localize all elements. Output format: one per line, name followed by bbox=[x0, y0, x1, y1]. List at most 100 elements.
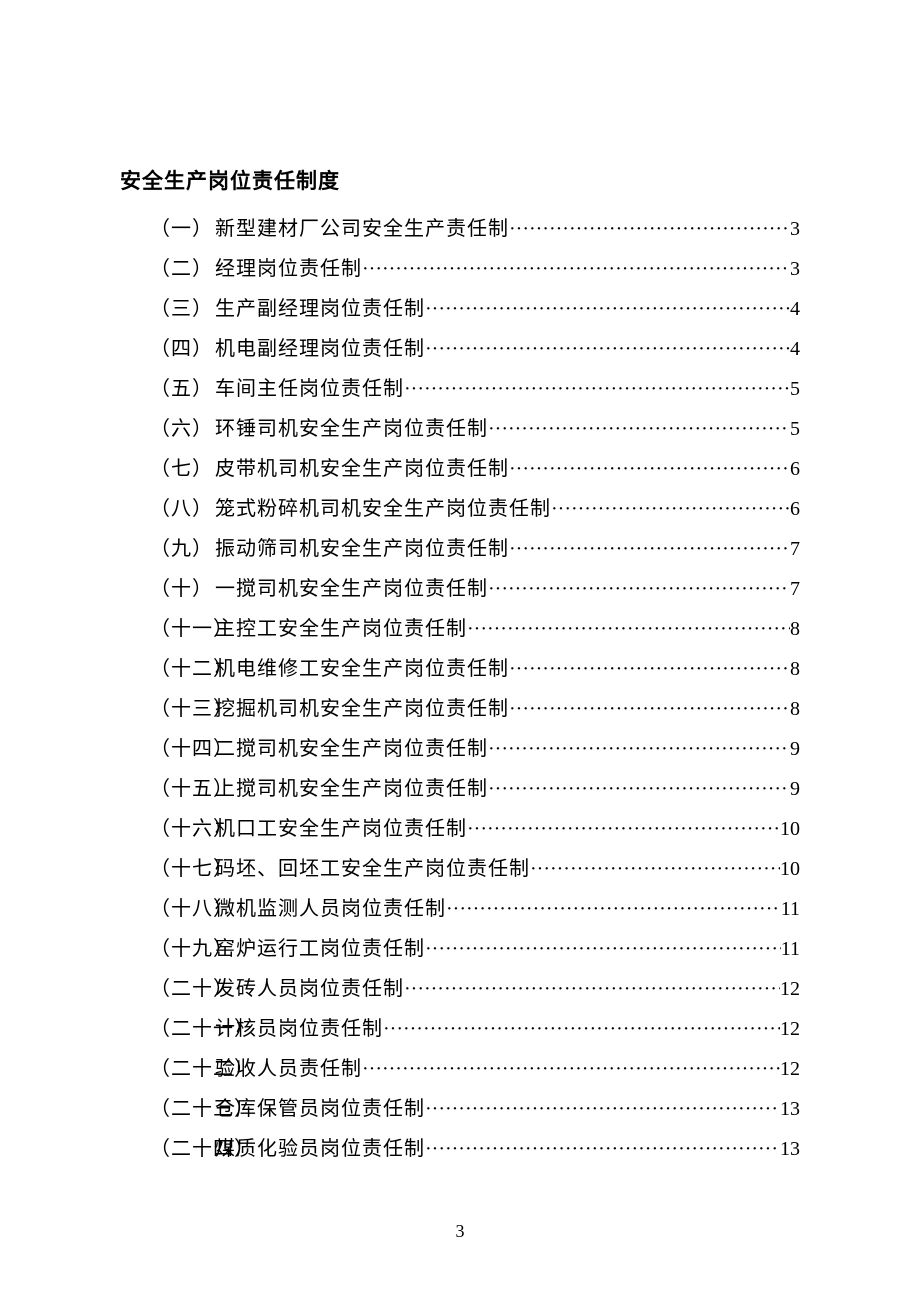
toc-item-label: 挖掘机司机安全生产岗位责任制 bbox=[215, 689, 509, 729]
toc-leader-dots bbox=[551, 489, 790, 529]
toc-leader-dots bbox=[509, 649, 790, 689]
toc-leader-dots bbox=[467, 609, 790, 649]
toc-item-label: 新型建材厂公司安全生产责任制 bbox=[215, 209, 509, 249]
toc-leader-dots bbox=[362, 249, 790, 289]
toc-item: （十一）主控工安全生产岗位责任制 8 bbox=[120, 609, 800, 649]
toc-item-page: 4 bbox=[790, 289, 800, 329]
toc-item-label: 一搅司机安全生产岗位责任制 bbox=[215, 569, 488, 609]
toc-item: （一）新型建材厂公司安全生产责任制 3 bbox=[120, 209, 800, 249]
toc-item-number: （二） bbox=[120, 249, 215, 289]
toc-item: （二十一）计核员岗位责任制12 bbox=[120, 1009, 800, 1049]
toc-leader-dots bbox=[509, 689, 790, 729]
toc-item-label: 窑炉运行工岗位责任制 bbox=[215, 929, 425, 969]
toc-item-number: （七） bbox=[120, 449, 215, 489]
toc-item-number: （八） bbox=[120, 489, 215, 529]
toc-item-page: 9 bbox=[790, 729, 800, 769]
toc-item: （五）车间主任岗位责任制5 bbox=[120, 369, 800, 409]
toc-item-label: 码坯、回坯工安全生产岗位责任制 bbox=[215, 849, 530, 889]
toc-item: （十六）机口工安全生产岗位责任制10 bbox=[120, 809, 800, 849]
toc-item-page: 8 bbox=[790, 689, 800, 729]
toc-item-number: （一） bbox=[120, 209, 215, 249]
toc-item-label: 仓库保管员岗位责任制 bbox=[215, 1089, 425, 1129]
toc-item: （十二）机电维修工安全生产岗位责任制8 bbox=[120, 649, 800, 689]
toc-item-page: 10 bbox=[780, 809, 800, 849]
toc-item: （六）环锤司机安全生产岗位责任制 5 bbox=[120, 409, 800, 449]
toc-item-label: 皮带机司机安全生产岗位责任制 bbox=[215, 449, 509, 489]
toc-item-number: （二十） bbox=[120, 969, 215, 1009]
toc-leader-dots bbox=[404, 969, 780, 1009]
toc-item: （九）振动筛司机安全生产岗位责任制7 bbox=[120, 529, 800, 569]
toc-item-page: 7 bbox=[790, 569, 800, 609]
toc-item-label: 发砖人员岗位责任制 bbox=[215, 969, 404, 1009]
toc-item-page: 3 bbox=[790, 249, 800, 289]
toc-leader-dots bbox=[362, 1049, 780, 1089]
toc-item-number: （十） bbox=[120, 569, 215, 609]
toc-leader-dots bbox=[509, 449, 790, 489]
toc-item: （十八）微机监测人员岗位责任制 11 bbox=[120, 889, 800, 929]
toc-item: （四）机电副经理岗位责任制 4 bbox=[120, 329, 800, 369]
toc-leader-dots bbox=[509, 529, 790, 569]
toc-item-page: 6 bbox=[790, 489, 800, 529]
toc-leader-dots bbox=[488, 769, 790, 809]
table-of-contents: （一）新型建材厂公司安全生产责任制3（二）经理岗位责任制3（三）生产副经理岗位责… bbox=[120, 209, 800, 1169]
toc-leader-dots bbox=[404, 369, 790, 409]
toc-item-label: 机电维修工安全生产岗位责任制 bbox=[215, 649, 509, 689]
toc-item-number: （三） bbox=[120, 289, 215, 329]
toc-item-page: 5 bbox=[790, 409, 800, 449]
document-title: 安全生产岗位责任制度 bbox=[120, 165, 800, 195]
toc-item-page: 9 bbox=[790, 769, 800, 809]
toc-leader-dots bbox=[425, 289, 790, 329]
toc-item-label: 主控工安全生产岗位责任制 bbox=[215, 609, 467, 649]
toc-item-number: （二十一） bbox=[120, 1009, 215, 1049]
toc-item-number: （二十四） bbox=[120, 1129, 215, 1169]
toc-leader-dots bbox=[488, 569, 790, 609]
toc-item-number: （十七） bbox=[120, 849, 215, 889]
toc-item-number: （十三） bbox=[120, 689, 215, 729]
toc-item-number: （二十二） bbox=[120, 1049, 215, 1089]
toc-leader-dots bbox=[509, 209, 790, 249]
toc-item-number: （六） bbox=[120, 409, 215, 449]
toc-leader-dots bbox=[488, 409, 790, 449]
toc-item-number: （九） bbox=[120, 529, 215, 569]
toc-item-page: 3 bbox=[790, 209, 800, 249]
toc-leader-dots bbox=[446, 889, 781, 929]
toc-item-number: （四） bbox=[120, 329, 215, 369]
toc-item: （二十二）验收人员责任制12 bbox=[120, 1049, 800, 1089]
toc-item-number: （十九） bbox=[120, 929, 215, 969]
toc-item-label: 机电副经理岗位责任制 bbox=[215, 329, 425, 369]
toc-item-label: 验收人员责任制 bbox=[215, 1049, 362, 1089]
toc-item: （八）笼式粉碎机司机安全生产岗位责任制6 bbox=[120, 489, 800, 529]
toc-item-page: 12 bbox=[780, 969, 800, 1009]
toc-item-label: 环锤司机安全生产岗位责任制 bbox=[215, 409, 488, 449]
toc-item-label: 经理岗位责任制 bbox=[215, 249, 362, 289]
toc-item-number: （五） bbox=[120, 369, 215, 409]
toc-item-number: （十八） bbox=[120, 889, 215, 929]
toc-item-label: 微机监测人员岗位责任制 bbox=[215, 889, 446, 929]
toc-leader-dots bbox=[425, 329, 790, 369]
toc-item-label: 振动筛司机安全生产岗位责任制 bbox=[215, 529, 509, 569]
toc-leader-dots bbox=[425, 1129, 780, 1169]
toc-item-page: 4 bbox=[790, 329, 800, 369]
toc-item-label: 二搅司机安全生产岗位责任制 bbox=[215, 729, 488, 769]
toc-item-number: （十二） bbox=[120, 649, 215, 689]
toc-item: （十四）二搅司机安全生产岗位责任制9 bbox=[120, 729, 800, 769]
document-page: 安全生产岗位责任制度 （一）新型建材厂公司安全生产责任制 3 （二）经理岗位责任制 3… bbox=[0, 0, 920, 1169]
toc-item-page: 13 bbox=[780, 1089, 800, 1129]
toc-item-page: 11 bbox=[781, 889, 800, 929]
toc-item-page: 12 bbox=[780, 1009, 800, 1049]
toc-item: （二）经理岗位责任制 3 bbox=[120, 249, 800, 289]
toc-item-label: 机口工安全生产岗位责任制 bbox=[215, 809, 467, 849]
toc-item-label: 车间主任岗位责任制 bbox=[215, 369, 404, 409]
toc-item-number: （二十三） bbox=[120, 1089, 215, 1129]
toc-item-page: 13 bbox=[780, 1129, 800, 1169]
toc-item-label: 上搅司机安全生产岗位责任制 bbox=[215, 769, 488, 809]
toc-leader-dots bbox=[488, 729, 790, 769]
toc-item-number: （十一） bbox=[120, 609, 215, 649]
toc-item: （三）生产副经理岗位责任制4 bbox=[120, 289, 800, 329]
toc-item-number: （十五） bbox=[120, 769, 215, 809]
toc-item: （十九）窑炉运行工岗位责任制 11 bbox=[120, 929, 800, 969]
toc-item: （七）皮带机司机安全生产岗位责任制6 bbox=[120, 449, 800, 489]
toc-item-page: 11 bbox=[781, 929, 800, 969]
page-number: 3 bbox=[0, 1221, 920, 1242]
toc-item-page: 8 bbox=[790, 609, 800, 649]
